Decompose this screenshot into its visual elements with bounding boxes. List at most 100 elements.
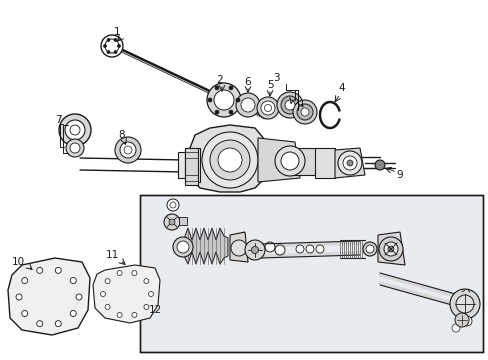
Circle shape [167,199,179,211]
Text: 9: 9 [396,170,403,180]
Circle shape [105,39,119,53]
Polygon shape [184,228,227,264]
Circle shape [296,104,312,120]
Circle shape [218,148,242,172]
Text: 4: 4 [338,83,345,93]
Circle shape [70,278,76,284]
Circle shape [177,241,189,253]
Circle shape [105,279,110,284]
Circle shape [70,143,80,153]
Circle shape [117,45,120,48]
Circle shape [170,202,176,208]
Circle shape [148,292,153,297]
Circle shape [281,152,298,170]
Circle shape [455,295,473,313]
Circle shape [107,39,110,41]
Circle shape [59,114,91,146]
Circle shape [37,321,42,327]
Circle shape [103,45,106,48]
Circle shape [117,271,122,275]
Circle shape [16,294,22,300]
Circle shape [244,240,264,260]
Circle shape [120,142,136,158]
Text: 7: 7 [55,115,61,125]
Text: 12: 12 [148,305,162,315]
Polygon shape [187,125,269,192]
Circle shape [236,93,260,117]
Text: 1: 1 [113,27,120,37]
Circle shape [264,242,274,252]
Circle shape [55,321,61,327]
Circle shape [449,289,479,319]
Polygon shape [140,195,482,352]
Circle shape [315,245,324,253]
Circle shape [281,96,298,114]
Circle shape [274,146,305,176]
Circle shape [215,110,219,114]
Circle shape [264,104,271,112]
Circle shape [214,90,234,110]
Circle shape [132,271,137,275]
Circle shape [101,35,123,57]
Polygon shape [8,258,90,335]
Circle shape [207,98,212,102]
Polygon shape [314,148,334,178]
Circle shape [305,245,313,253]
Circle shape [378,237,402,261]
Circle shape [301,108,308,116]
Polygon shape [258,138,299,182]
Text: 5: 5 [266,80,273,90]
Polygon shape [291,148,317,175]
Circle shape [451,324,459,332]
Circle shape [76,294,82,300]
Bar [179,217,186,225]
Circle shape [285,100,294,110]
Circle shape [206,83,241,117]
Circle shape [101,292,105,297]
Circle shape [276,92,303,118]
Polygon shape [93,265,160,323]
Circle shape [261,101,274,115]
Circle shape [387,246,393,252]
Circle shape [169,219,175,225]
Polygon shape [229,232,247,262]
Circle shape [21,310,28,316]
Circle shape [274,245,285,255]
Text: 6: 6 [244,77,251,87]
Circle shape [228,86,232,90]
Circle shape [251,247,258,253]
Circle shape [70,125,80,135]
Circle shape [114,39,117,41]
Polygon shape [178,152,192,178]
Polygon shape [184,148,200,182]
Circle shape [143,279,149,284]
Circle shape [383,242,397,256]
Circle shape [37,267,42,273]
Circle shape [236,98,240,102]
Circle shape [230,240,246,256]
Circle shape [143,305,149,310]
Circle shape [461,316,471,326]
Circle shape [173,237,193,257]
Circle shape [163,214,180,230]
Circle shape [241,98,254,112]
Circle shape [21,278,28,284]
Polygon shape [334,148,364,178]
Text: 11: 11 [105,250,119,260]
Polygon shape [184,148,198,185]
Text: 8: 8 [119,130,125,140]
Circle shape [374,160,384,170]
Circle shape [114,50,117,54]
Circle shape [124,146,132,154]
Circle shape [107,50,110,54]
Circle shape [337,151,361,175]
Text: 10: 10 [11,257,24,267]
Circle shape [55,267,61,273]
Circle shape [342,156,356,170]
Circle shape [117,312,122,318]
Circle shape [346,160,352,166]
Circle shape [66,139,84,157]
Circle shape [257,97,279,119]
Circle shape [454,313,468,327]
Circle shape [70,310,76,316]
